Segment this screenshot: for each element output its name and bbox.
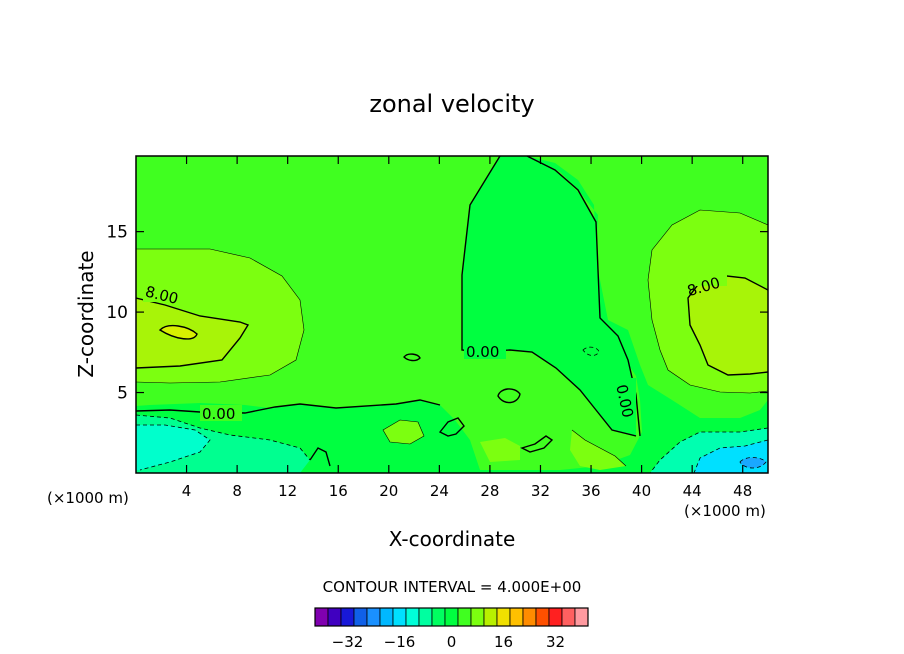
contour-fill-ground-blob-a xyxy=(383,420,424,444)
contour-label-center-0: 0.00 xyxy=(466,343,499,361)
contour-lines-negative xyxy=(136,346,768,473)
x-tick-label: 8 xyxy=(232,482,242,500)
x-tick-label: 40 xyxy=(632,482,651,500)
x-tick-label: 28 xyxy=(480,482,499,500)
colorbar-swatch xyxy=(379,607,394,627)
colorbar-tick-label: 16 xyxy=(494,633,513,651)
x-tick-label: 12 xyxy=(278,482,297,500)
colorbar-frame xyxy=(314,607,589,627)
x-axis-title: X-coordinate xyxy=(389,527,516,551)
colorbar-tick-label: 32 xyxy=(546,633,565,651)
x-tick-label: 32 xyxy=(531,482,550,500)
colorbar xyxy=(314,607,589,627)
colorbar-swatch xyxy=(431,607,446,627)
x-tick-label: 36 xyxy=(581,482,600,500)
colorbar-swatch xyxy=(561,607,576,627)
contour-fill-right-jet-core xyxy=(688,275,768,375)
contour-fill-low-left-min xyxy=(136,425,210,470)
x-unit-left: (×1000 m) xyxy=(47,489,129,507)
colorbar-swatch xyxy=(535,607,550,627)
chart-title: zonal velocity xyxy=(369,90,534,118)
x-axis-ticks: 4 8 12 16 20 24 28 32 36 40 44 48 xyxy=(182,156,752,500)
colorbar-swatch xyxy=(340,607,355,627)
contour-interval-text: CONTOUR INTERVAL = 4.000E+00 xyxy=(323,578,582,596)
colorbar-swatch xyxy=(444,607,459,627)
colorbar-swatch xyxy=(405,607,420,627)
contour-fill-low-right-core xyxy=(740,457,766,468)
colorbar-swatch xyxy=(418,607,433,627)
colorbar-swatch xyxy=(496,607,511,627)
contour-lines-thin xyxy=(136,209,768,467)
colorbar-swatch xyxy=(314,607,329,627)
x-tick-label: 24 xyxy=(430,482,449,500)
y-tick-label: 10 xyxy=(106,303,128,323)
colorbar-swatch xyxy=(548,607,563,627)
x-tick-label: 20 xyxy=(379,482,398,500)
colorbar-swatch xyxy=(327,607,342,627)
colorbar-swatch xyxy=(392,607,407,627)
colorbar-swatch xyxy=(574,607,589,627)
colorbar-tick-label: −32 xyxy=(332,633,364,651)
y-axis-ticks: 5 10 15 xyxy=(106,223,768,404)
contour-fill-ground-blob-c xyxy=(480,438,520,462)
plot-frame xyxy=(135,155,769,474)
colorbar-swatch xyxy=(353,607,368,627)
colorbar-swatch xyxy=(483,607,498,627)
contour-fill-zero-column-upper xyxy=(462,156,636,436)
x-tick-label: 16 xyxy=(329,482,348,500)
y-tick-label: 15 xyxy=(106,223,128,243)
x-tick-label: 4 xyxy=(182,482,192,500)
colorbar-tick-label: 0 xyxy=(447,633,457,651)
colorbar-swatch xyxy=(509,607,524,627)
colorbar-swatch xyxy=(522,607,537,627)
y-axis-title: Z-coordinate xyxy=(74,250,98,377)
colorbar-labels: −32 −16 0 16 32 xyxy=(332,633,565,651)
colorbar-swatch xyxy=(470,607,485,627)
x-tick-label: 44 xyxy=(683,482,702,500)
colorbar-swatch xyxy=(366,607,381,627)
contour-label-left-0: 0.00 xyxy=(202,405,235,423)
colorbar-tick-label: −16 xyxy=(384,633,416,651)
x-unit-right: (×1000 m) xyxy=(684,502,766,520)
y-tick-label: 5 xyxy=(117,384,128,404)
contour-fill-ground-blob-b xyxy=(570,430,626,470)
contour-labels: 8.00 8.00 0.00 0.00 0.00 xyxy=(143,270,727,423)
x-tick-label: 48 xyxy=(733,482,752,500)
colorbar-swatch xyxy=(457,607,472,627)
contour-field: 8.00 8.00 0.00 0.00 0.00 xyxy=(136,156,768,473)
